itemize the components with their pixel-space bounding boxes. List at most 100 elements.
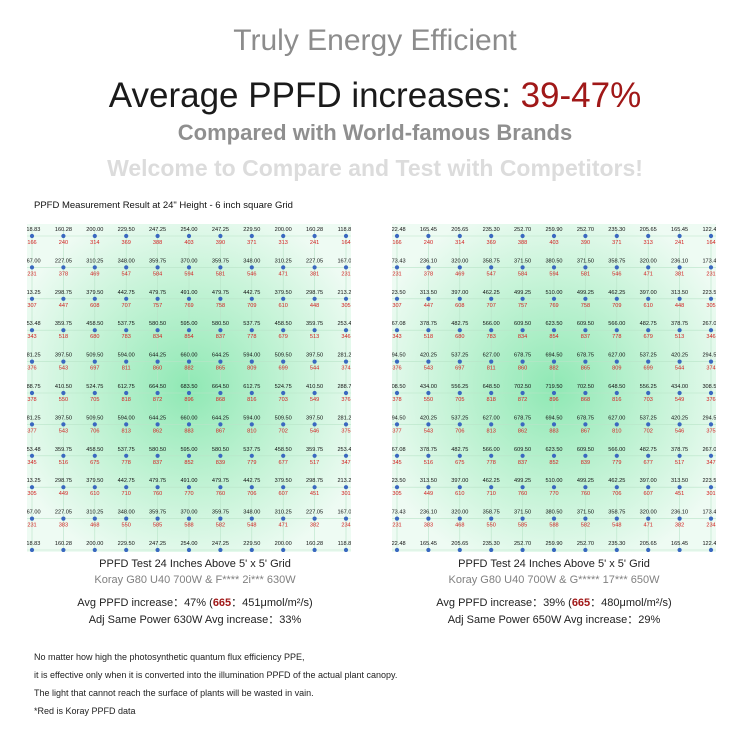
competitor-ppfd-value: 267.08: [392, 321, 406, 327]
competitor-ppfd-value: 434.00: [420, 384, 437, 390]
competitor-ppfd-value: 173.43: [392, 258, 406, 264]
right-adj-increase: Adj Same Power 650W Avg increase：29%: [447, 614, 661, 626]
measurement-point: [551, 328, 557, 333]
koray-ppfd-value: 547: [122, 271, 131, 277]
competitor-ppfd-value: 205.65: [640, 541, 657, 547]
measurement-point: [124, 265, 129, 270]
measurement-point: [489, 485, 494, 490]
competitor-ppfd-value: 236.10: [671, 258, 688, 264]
competitor-ppfd-value: 442.75: [118, 290, 135, 296]
measurement-point: [249, 233, 254, 239]
competitor-ppfd-value: 410.50: [55, 384, 72, 390]
competitor-ppfd-value: 310.25: [275, 258, 292, 264]
measurement-point: [343, 233, 349, 239]
measurement-point: [218, 485, 223, 490]
koray-ppfd-value: 854: [549, 334, 558, 340]
competitor-ppfd-value: 294.50: [392, 353, 406, 359]
measurement-point: [312, 485, 317, 490]
koray-ppfd-value: 710: [487, 491, 496, 497]
competitor-ppfd-value: 348.00: [243, 510, 260, 516]
competitor-ppfd-value: 358.75: [608, 258, 625, 264]
koray-ppfd-value: 680: [455, 334, 464, 340]
competitor-ppfd-value: 609.50: [577, 321, 594, 327]
koray-ppfd-value: 582: [581, 523, 590, 529]
competitor-ppfd-value: 298.75: [306, 290, 323, 296]
koray-ppfd-value: 883: [549, 428, 558, 434]
competitor-ppfd-value: 537.75: [243, 321, 260, 327]
measurement-point: [520, 390, 525, 396]
measurement-point: [551, 453, 557, 458]
measurement-point: [29, 547, 35, 552]
competitor-ppfd-value: 223.50: [392, 478, 406, 484]
competitor-ppfd-value: 479.75: [149, 478, 166, 484]
competitor-ppfd-value: 259.90: [545, 541, 562, 547]
koray-ppfd-value: 376: [392, 366, 401, 372]
competitor-ppfd-value: 594.00: [118, 415, 135, 421]
competitor-ppfd-value: 370.00: [180, 510, 197, 516]
measurement-point: [155, 485, 160, 490]
measurement-point: [614, 485, 619, 490]
koray-ppfd-value: 241: [675, 240, 684, 246]
competitor-ppfd-value: 580.50: [212, 447, 229, 453]
measurement-point: [646, 233, 651, 239]
koray-ppfd-value: 378: [27, 397, 36, 403]
competitor-ppfd-value: 537.25: [640, 353, 657, 359]
koray-ppfd-value: 706: [247, 491, 256, 497]
measurement-point: [583, 547, 588, 552]
competitor-ppfd-value: 644.25: [149, 353, 166, 359]
competitor-ppfd-value: 281.25: [27, 353, 41, 359]
koray-ppfd-value: 702: [279, 428, 288, 434]
competitor-ppfd-value: 379.50: [86, 290, 103, 296]
koray-ppfd-value: 699: [279, 366, 288, 372]
measurement-point: [551, 485, 557, 490]
left-chart-title: PPFD Test 24 Inches Above 5' x 5' Grid: [99, 558, 291, 570]
competitor-ppfd-value: 623.50: [545, 447, 562, 453]
competitor-ppfd-value: 227.05: [55, 510, 72, 516]
koray-ppfd-value: 703: [644, 397, 653, 403]
koray-ppfd-value: 313: [644, 240, 653, 246]
competitor-ppfd-value: 200.00: [86, 227, 103, 233]
koray-ppfd-value: 468: [455, 523, 464, 529]
measurement-point: [343, 516, 349, 521]
measurement-point: [312, 328, 317, 333]
koray-ppfd-value: 582: [216, 523, 225, 529]
measurement-point: [614, 359, 619, 364]
measurement-point: [312, 296, 317, 301]
competitor-ppfd-value: 247.25: [212, 541, 229, 547]
koray-ppfd-value: 305: [392, 491, 401, 497]
competitor-ppfd-value: 678.75: [514, 415, 531, 421]
competitor-ppfd-value: 200.00: [86, 541, 103, 547]
measurement-point: [29, 328, 35, 333]
competitor-ppfd-value: 379.50: [275, 478, 292, 484]
footnote-line-3: The light that cannot reach the surface …: [34, 688, 314, 698]
koray-ppfd-value: 241: [310, 240, 319, 246]
competitor-ppfd-value: 259.90: [545, 227, 562, 233]
koray-ppfd-value: 314: [455, 240, 464, 246]
koray-ppfd-value: 469: [455, 271, 464, 277]
competitor-ppfd-value: 397.00: [451, 290, 468, 296]
competitor-ppfd-value: 509.50: [86, 353, 103, 359]
koray-ppfd-value: 679: [279, 334, 288, 340]
competitor-ppfd-value: 566.00: [608, 447, 625, 453]
competitor-ppfd-value: 252.70: [514, 227, 531, 233]
measurement-point: [614, 453, 619, 458]
competitor-ppfd-value: 160.28: [306, 227, 323, 233]
footnote-red-legend: *Red is Koray PPFD data: [34, 706, 136, 716]
koray-ppfd-value: 882: [549, 366, 558, 372]
measurement-point: [124, 359, 129, 364]
competitor-ppfd-value: 524.75: [86, 384, 103, 390]
koray-ppfd-value: 377: [27, 428, 36, 434]
koray-ppfd-value: 608: [455, 303, 464, 309]
koray-ppfd-value: 447: [59, 303, 68, 309]
measurement-point: [281, 547, 286, 552]
measurement-point: [218, 359, 223, 364]
measurement-point: [677, 233, 682, 239]
headline-compared-brands: Compared with World-famous Brands: [177, 120, 573, 145]
koray-ppfd-value: 816: [612, 397, 621, 403]
competitor-ppfd-value: 229.50: [118, 227, 135, 233]
measurement-point: [551, 233, 557, 239]
competitor-ppfd-value: 660.00: [180, 415, 197, 421]
measurement-point: [489, 516, 494, 521]
headline-ppfd-percent: 39-47%: [520, 76, 642, 115]
measurement-point: [61, 265, 66, 270]
